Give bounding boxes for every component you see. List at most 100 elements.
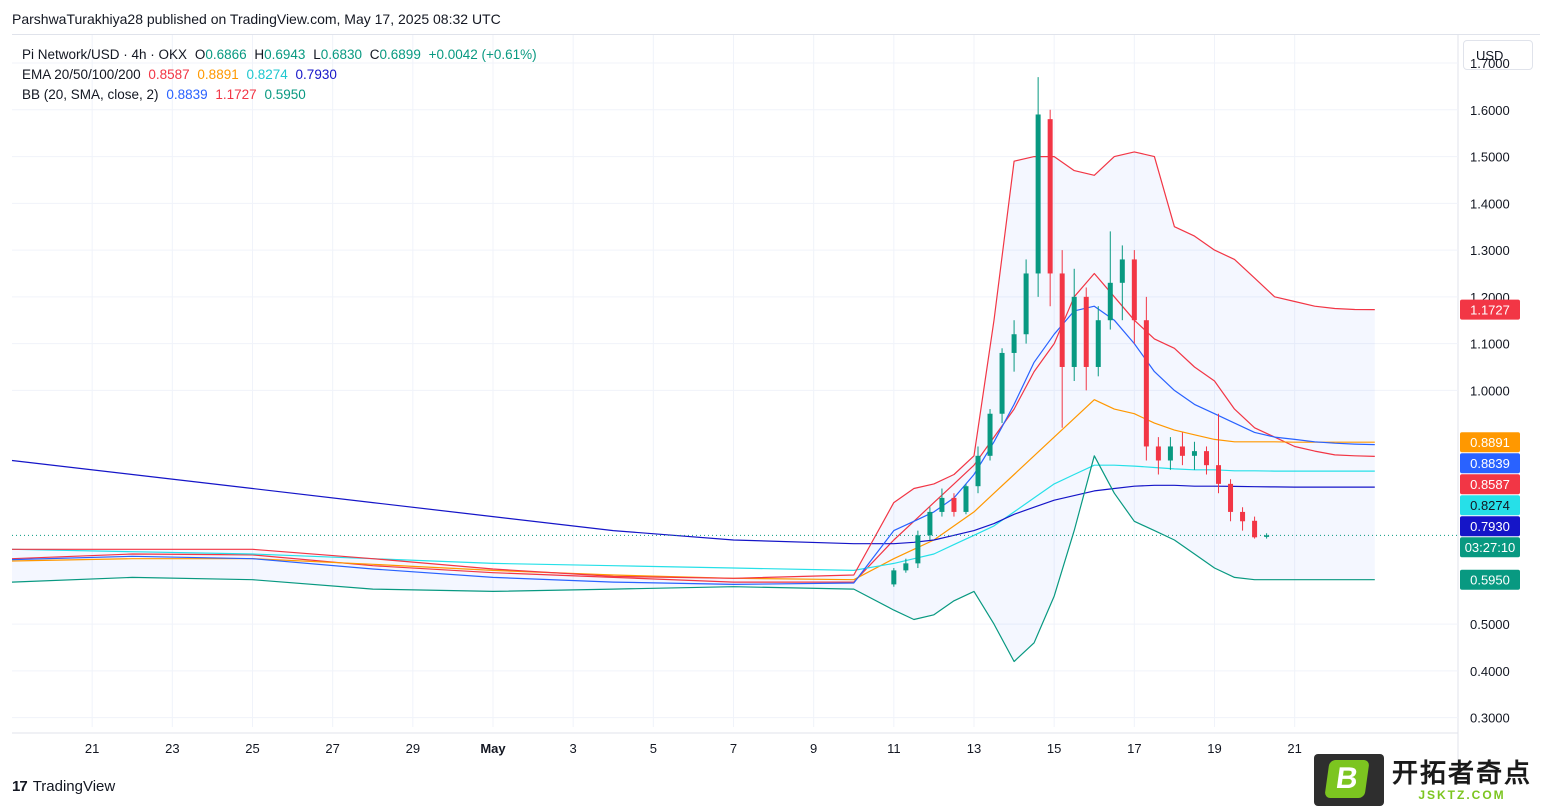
watermark-cn-text: 开拓者奇点: [1392, 758, 1533, 788]
bollinger-band-fill: [12, 151, 1375, 662]
candle-body-24: [1179, 446, 1185, 456]
legend-bb-upper-value: 1.1727: [215, 87, 257, 102]
legend-bb-label[interactable]: BB (20, SMA, close, 2): [22, 87, 159, 102]
x-tick-label: 13: [967, 741, 981, 756]
currency-button[interactable]: USD: [1463, 40, 1533, 70]
legend-ema-row[interactable]: EMA 20/50/100/200 0.8587 0.8891 0.8274 0…: [22, 65, 541, 85]
series-line-bb-upper: [12, 151, 1375, 579]
legend-ema200-value: 0.7930: [295, 67, 337, 82]
price-tag-label-ema20: 0.8587: [1470, 477, 1510, 492]
price-tag-label-bb_basis: 0.8839: [1470, 456, 1510, 471]
candle-body-4: [939, 497, 945, 512]
legend-symbol[interactable]: Pi Network/USD · 4h · OKX: [22, 47, 188, 62]
legend-bb-lower-value: 0.5950: [264, 87, 306, 102]
price-axis: 1.70001.60001.50001.40001.30001.20001.10…: [1470, 56, 1510, 726]
x-tick-label: 5: [650, 741, 657, 756]
legend-low: L0.6830: [313, 47, 363, 62]
series-line-bb-basis: [11, 305, 1375, 585]
candle-body-23: [1167, 446, 1173, 461]
legend-bb-row[interactable]: BB (20, SMA, close, 2) 0.8839 1.1727 0.5…: [22, 85, 541, 105]
candle-body-3: [927, 511, 933, 536]
candle-body-26: [1203, 451, 1209, 466]
candle-body-27: [1216, 465, 1222, 484]
legend-ohlc-row[interactable]: Pi Network/USD · 4h · OKX O0.6866 H0.694…: [22, 45, 541, 65]
x-tick-label: 3: [570, 741, 577, 756]
y-tick-label: 1.6000: [1470, 103, 1510, 118]
candle-body-18: [1107, 282, 1113, 321]
candle-body-5: [951, 497, 957, 512]
legend-bb-basis-value: 0.8839: [166, 87, 208, 102]
price-tag-bb_upper: [1460, 299, 1520, 320]
y-tick-label: 1.5000: [1470, 150, 1510, 165]
legend-ema50-value: 0.8891: [197, 67, 239, 82]
price-tag-ema20: [1460, 474, 1520, 495]
price-tag-bb_lower: [1460, 569, 1520, 590]
y-tick-label: 1.7000: [1470, 56, 1510, 71]
x-tick-label: 11: [887, 741, 901, 756]
y-tick-label: 0.3000: [1470, 711, 1510, 726]
tradingview-brand[interactable]: TradingView: [32, 778, 116, 795]
x-tick-label: May: [480, 741, 506, 756]
candle-body-1: [903, 563, 909, 571]
candle-body-12: [1035, 114, 1041, 274]
legend-ema20-value: 0.8587: [148, 67, 190, 82]
legend-close: C0.6899: [369, 47, 421, 62]
candle-body-20: [1131, 259, 1137, 321]
legend: Pi Network/USD · 4h · OKX O0.6866 H0.694…: [22, 45, 541, 105]
price-tag-label-bb_upper: 1.1727: [1470, 303, 1510, 318]
candle-body-17: [1095, 320, 1101, 367]
x-tick-label: 27: [325, 741, 339, 756]
candlesticks: [891, 77, 1270, 587]
price-tag-ema100: [1460, 495, 1520, 516]
price-tag-label-bb_lower: 0.5950: [1470, 573, 1510, 588]
watermark-badge-icon: B: [1314, 754, 1384, 806]
x-tick-label: 15: [1047, 741, 1061, 756]
time-axis: 21 23 25 27 29 May 3 5 7 9 11 13 15 17 19 21: [85, 741, 1302, 756]
x-tick-label: 29: [406, 741, 420, 756]
y-tick-label: 0.4000: [1470, 664, 1510, 679]
candle-body-30: [1252, 520, 1258, 538]
candle-body-10: [1011, 334, 1017, 353]
tradingview-logo-icon[interactable]: 17: [12, 778, 28, 795]
y-tick-label: 0.5000: [1470, 617, 1510, 632]
legend-open: O0.6866: [194, 47, 247, 62]
watermark: B 开拓者奇点 JSKTZ.COM: [1314, 752, 1550, 808]
y-tick-label: 1.1000: [1470, 337, 1510, 352]
price-tag-ema50: [1460, 432, 1520, 453]
candle-body-21: [1143, 320, 1149, 447]
y-tick-label: 1.0000: [1470, 383, 1510, 398]
x-tick-label: 25: [245, 741, 259, 756]
x-tick-label: 19: [1207, 741, 1221, 756]
candle-body-16: [1083, 296, 1089, 367]
price-tag-label-ema200: 0.7930: [1470, 519, 1510, 534]
candle-body-8: [987, 413, 993, 456]
footer: 17 TradingView: [12, 778, 115, 795]
x-tick-label: 21: [85, 741, 99, 756]
series-line-ema-50: [11, 399, 1375, 581]
candle-body-25: [1191, 451, 1197, 456]
x-tick-label: 23: [165, 741, 179, 756]
candle-body-13: [1047, 119, 1053, 274]
legend-ema100-value: 0.8274: [246, 67, 288, 82]
price-tag-ema200: [1460, 516, 1520, 537]
x-tick-label: 9: [810, 741, 817, 756]
chart-frame: [12, 34, 1540, 765]
candle-body-31: [1264, 535, 1270, 537]
series-line-ema-20: [11, 272, 1375, 583]
x-tick-label: 7: [730, 741, 737, 756]
y-tick-label: 1.4000: [1470, 196, 1510, 211]
candle-body-2: [915, 535, 921, 564]
chart-grid: [12, 35, 1459, 763]
candle-body-29: [1240, 511, 1246, 522]
publisher-line: ParshwaTurakhiya28 published on TradingV…: [12, 11, 501, 27]
price-tags: 1.1727 0.8891 0.8839 0.8587 0.8274 0.7930 03:2…: [1460, 299, 1520, 590]
candle-body-9: [999, 352, 1005, 414]
candle-body-11: [1023, 273, 1029, 335]
x-tick-label: 21: [1287, 741, 1301, 756]
series-line-bb-lower: [11, 455, 1375, 663]
indicator-lines: [11, 151, 1458, 663]
candle-body-28: [1228, 483, 1234, 512]
legend-change: +0.0042 (+0.61%): [428, 47, 537, 62]
legend-ema-label[interactable]: EMA 20/50/100/200: [22, 67, 141, 82]
